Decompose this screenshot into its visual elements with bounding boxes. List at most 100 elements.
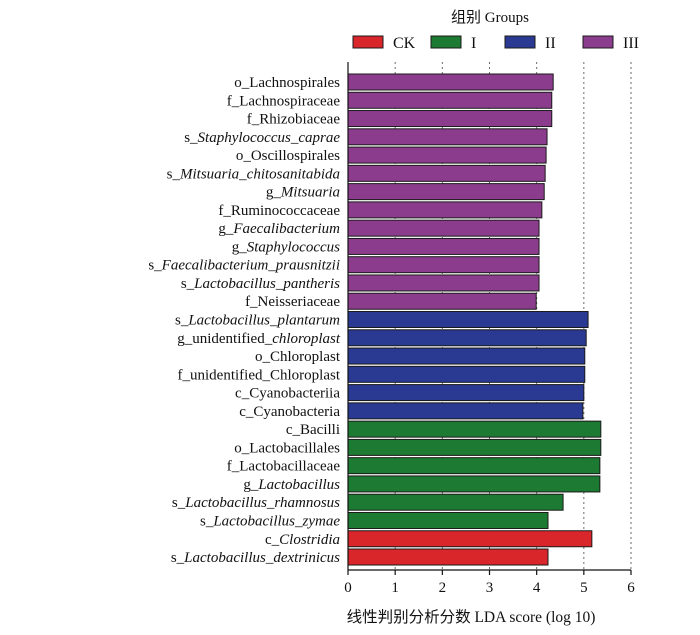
legend-swatch xyxy=(582,35,614,49)
lda-bar xyxy=(347,164,546,182)
legend-swatch xyxy=(430,35,462,49)
taxon-label: g_Staphylococcus xyxy=(232,239,340,255)
taxon-label: s_Lactobacillus_pantheris xyxy=(181,276,340,292)
lda-bar xyxy=(347,110,553,128)
lda-bar xyxy=(347,311,589,329)
taxon-label: s_Mitsuaria_chitosanitabida xyxy=(167,166,340,182)
taxon-label: g_Mitsuaria xyxy=(266,185,340,201)
taxon-label: o_Chloroplast xyxy=(255,349,341,365)
x-tick-label: 4 xyxy=(533,580,541,596)
taxon-label: c_Clostridia xyxy=(265,532,340,548)
taxon-label-rank: g_unidentified_ xyxy=(177,331,272,347)
taxon-label-name: Mitsuaria xyxy=(280,185,340,201)
lda-bar xyxy=(347,402,584,420)
taxon-label-rank: s_ xyxy=(171,550,185,566)
legend-items: CK I II III xyxy=(352,35,639,52)
taxon-label-rank: g_ xyxy=(218,221,234,237)
x-tick-label: 0 xyxy=(344,580,352,596)
lda-bar xyxy=(347,274,540,292)
taxon-label-rank: s_ xyxy=(181,276,195,292)
taxon-label: g_Faecalibacterium xyxy=(218,221,340,237)
taxon-label: c_Cyanobacteriia xyxy=(235,386,340,402)
lda-bar xyxy=(347,128,548,146)
lda-bar xyxy=(347,183,545,201)
taxon-label: f_Lachnospiraceae xyxy=(227,93,341,109)
taxon-label-rank: g_ xyxy=(243,477,259,493)
x-tick-label: 3 xyxy=(486,580,494,596)
legend-swatch xyxy=(504,35,536,49)
lda-bar xyxy=(347,91,553,109)
x-tick-label: 2 xyxy=(439,580,447,596)
taxon-label: f_Lactobacillaceae xyxy=(227,459,341,475)
lda-bar xyxy=(347,237,540,255)
taxon-label-name: Lactobacillus_pantheris xyxy=(193,276,340,292)
taxon-label: f_Neisseriaceae xyxy=(245,294,340,310)
legend-label: II xyxy=(545,35,556,52)
lda-bar xyxy=(347,548,549,566)
taxon-label: o_Oscillospirales xyxy=(236,148,340,164)
taxon-label-rank: c_ xyxy=(265,532,280,548)
lda-bar xyxy=(347,329,587,347)
lda-bar xyxy=(347,475,601,493)
lda-bar xyxy=(347,146,547,164)
x-tick-label: 6 xyxy=(627,580,635,596)
taxon-label-rank: s_ xyxy=(184,130,198,146)
legend-label: I xyxy=(471,35,476,52)
taxon-label-name: Lactobacillus_dextrinicus xyxy=(183,550,340,566)
taxon-label-name: Staphylococcus xyxy=(247,239,340,255)
lda-bar xyxy=(347,365,586,383)
taxon-label-rank: g_ xyxy=(232,239,248,255)
taxon-label: c_Bacilli xyxy=(286,422,340,438)
taxon-label-rank: g_ xyxy=(266,185,282,201)
legend-label: CK xyxy=(393,35,416,52)
taxon-label-name: Staphylococcus_caprae xyxy=(198,130,341,146)
taxon-labels: o_Lachnospirales f_Lachnospiraceae f_Rhizo… xyxy=(148,75,341,566)
lda-bar xyxy=(347,420,602,438)
legend-title: 组别 Groups xyxy=(451,9,529,26)
taxon-label-rank: s_ xyxy=(167,166,181,182)
taxon-label-rank: s_ xyxy=(175,313,189,329)
taxon-label-name: chloroplast xyxy=(272,331,341,347)
lda-bar xyxy=(347,511,549,529)
taxon-label: s_Lactobacillus_zymae xyxy=(200,513,340,529)
taxon-label: o_Lactobacillales xyxy=(234,440,340,456)
lda-bar xyxy=(347,438,602,456)
lda-bar xyxy=(347,292,537,310)
lda-bar xyxy=(347,256,540,274)
taxon-label: g_Lactobacillus xyxy=(243,477,340,493)
taxon-label: f_Ruminococcaceae xyxy=(218,203,340,219)
x-axis-title: 线性判别分析分数 LDA score (log 10) xyxy=(347,608,596,626)
lda-bar xyxy=(347,493,564,511)
taxon-label: f_unidentified_Chloroplast xyxy=(178,367,341,383)
lda-bar xyxy=(347,384,585,402)
taxon-label-rank: s_ xyxy=(200,513,214,529)
taxon-label: c_Cyanobacteria xyxy=(239,404,340,420)
taxon-label-name: Lactobacillus_rhamnosus xyxy=(184,495,340,511)
lda-bar xyxy=(347,201,543,219)
taxon-label-name: Faecalibacterium xyxy=(232,221,340,237)
taxon-label-name: Lactobacillus_zymae xyxy=(212,513,340,529)
taxon-label-name: Lactobacillus xyxy=(257,477,340,493)
legend: 组别 Groups CK I II III xyxy=(352,9,639,52)
lda-bar xyxy=(347,219,540,237)
lda-bar xyxy=(347,530,593,548)
lda-bar xyxy=(347,347,586,365)
taxon-label: o_Lachnospirales xyxy=(234,75,340,91)
taxon-label-name: Clostridia xyxy=(279,532,340,548)
taxon-label: s_Lactobacillus_plantarum xyxy=(175,313,340,329)
lda-bar xyxy=(347,73,554,91)
x-axis: 0 1 2 3 4 5 6 xyxy=(344,62,635,596)
taxon-label: g_unidentified_chloroplast xyxy=(177,331,341,347)
x-tick-label: 1 xyxy=(391,580,399,596)
taxon-label: s_Lactobacillus_rhamnosus xyxy=(172,495,340,511)
taxon-label: s_Lactobacillus_dextrinicus xyxy=(171,550,340,566)
bars xyxy=(347,73,602,566)
taxon-label-name: Mitsuaria_chitosanitabida xyxy=(179,166,340,182)
taxon-label-rank: s_ xyxy=(148,258,162,274)
x-tick-label: 5 xyxy=(580,580,588,596)
taxon-label-rank: s_ xyxy=(172,495,186,511)
taxon-label: s_Faecalibacterium_prausnitzii xyxy=(148,258,340,274)
taxon-label-name: Lactobacillus_plantarum xyxy=(187,313,340,329)
taxon-label-name: Faecalibacterium_prausnitzii xyxy=(161,258,340,274)
